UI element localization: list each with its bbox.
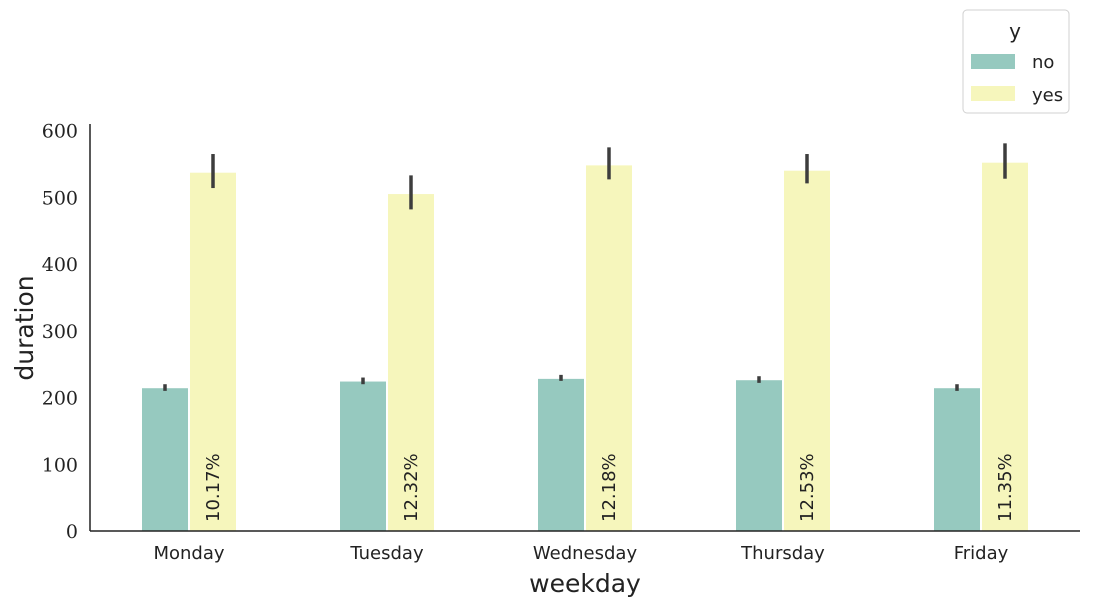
legend-label-yes: yes xyxy=(1032,85,1063,106)
percentage-label-thursday: 12.53% xyxy=(797,453,818,522)
y-axis-label: duration xyxy=(10,275,39,380)
percentage-label-friday: 11.35% xyxy=(995,453,1016,522)
bar-yes-thursday xyxy=(784,170,830,531)
bar-yes-monday xyxy=(190,172,236,532)
y-tick-600: 600 xyxy=(42,121,78,143)
bar-no-tuesday xyxy=(340,381,386,531)
legend-swatch-yes xyxy=(971,86,1015,101)
legend-label-no: no xyxy=(1032,52,1054,73)
bars-group xyxy=(142,162,1028,532)
x-tick-friday: Friday xyxy=(954,543,1009,564)
y-tick-0: 0 xyxy=(66,521,78,543)
y-tick-300: 300 xyxy=(42,321,78,343)
x-tick-labels: Monday Tuesday Wednesday Thursday Friday xyxy=(153,543,1008,564)
x-axis-label: weekday xyxy=(529,569,641,598)
percentage-labels-group: 10.17% 12.32% 12.18% 12.53% 11.35% xyxy=(203,453,1016,522)
y-tick-100: 100 xyxy=(42,454,78,476)
x-tick-monday: Monday xyxy=(153,543,224,564)
x-tick-thursday: Thursday xyxy=(740,543,825,564)
legend-title: y xyxy=(1009,19,1021,43)
bar-yes-tuesday xyxy=(388,194,434,531)
x-tick-wednesday: Wednesday xyxy=(533,543,638,564)
percentage-label-monday: 10.17% xyxy=(203,453,224,522)
bar-no-friday xyxy=(934,388,980,531)
y-tick-500: 500 xyxy=(42,187,78,209)
legend-swatch-no xyxy=(971,54,1015,69)
bar-yes-wednesday xyxy=(586,165,632,531)
y-tick-200: 200 xyxy=(42,388,78,410)
bar-no-monday xyxy=(142,388,188,531)
bar-no-wednesday xyxy=(538,378,584,531)
percentage-label-tuesday: 12.32% xyxy=(401,453,422,522)
bar-yes-friday xyxy=(982,162,1028,531)
x-tick-tuesday: Tuesday xyxy=(349,543,424,564)
y-tick-labels: 0 100 200 300 400 500 600 xyxy=(42,121,78,543)
legend: y no yes xyxy=(962,9,1070,114)
error-bars-group xyxy=(163,143,1007,391)
percentage-label-wednesday: 12.18% xyxy=(599,453,620,522)
y-tick-400: 400 xyxy=(42,254,78,276)
bar-no-thursday xyxy=(736,380,782,531)
